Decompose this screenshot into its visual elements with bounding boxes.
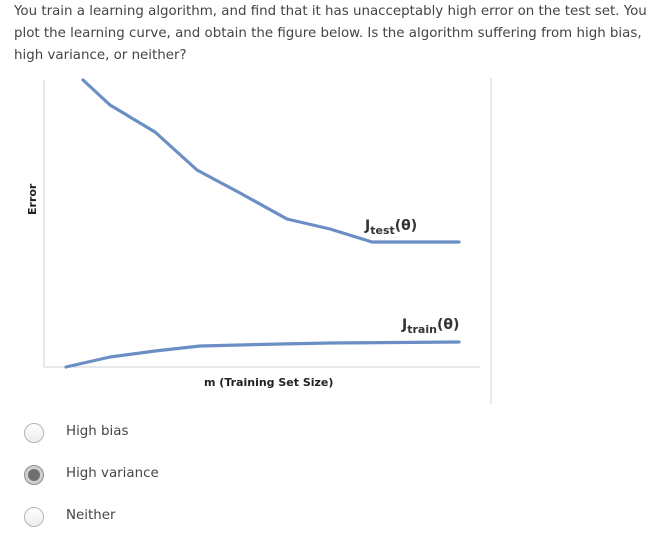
series-label-train: Jtrain(θ) [401, 317, 459, 336]
radio-high-bias[interactable] [24, 423, 44, 443]
radio-neither[interactable] [24, 507, 44, 527]
series-label-train-main: J [401, 317, 407, 333]
y-axis-label: Error [26, 183, 39, 215]
series-label-test-sub: test [370, 224, 395, 237]
option-label-high-bias: High bias [66, 424, 129, 439]
radio-selected-dot [28, 469, 40, 481]
series-label-train-sub: train [407, 323, 437, 336]
series-label-train-tail: (θ) [437, 317, 459, 333]
series-label-test-tail: (θ) [395, 218, 417, 234]
series-label-test-main: J [364, 218, 370, 234]
radio-high-variance[interactable] [24, 465, 44, 485]
option-high-variance[interactable]: High variance [24, 462, 284, 492]
series-line-train [64, 340, 461, 369]
series-line-test [81, 78, 461, 244]
series-label-test: Jtest(θ) [364, 218, 417, 237]
question-text: You train a learning algorithm, and find… [14, 4, 647, 63]
option-high-bias[interactable]: High bias [24, 420, 284, 450]
option-label-high-variance: High variance [66, 466, 159, 481]
x-axis-label: m (Training Set Size) [204, 376, 333, 389]
option-neither[interactable]: Neither [24, 504, 284, 534]
option-label-neither: Neither [66, 508, 116, 523]
learning-curve-chart: Jtest(θ) Jtrain(θ) m (Training Set Size)… [26, 78, 492, 404]
